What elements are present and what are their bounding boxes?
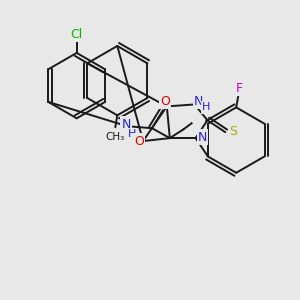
Text: N: N	[194, 95, 203, 108]
Text: H: H	[202, 102, 211, 112]
Text: O: O	[134, 135, 144, 148]
Text: S: S	[229, 125, 237, 138]
Text: CH₃: CH₃	[106, 132, 125, 142]
Text: N: N	[122, 118, 131, 131]
Text: H: H	[128, 129, 136, 139]
Text: O: O	[160, 95, 170, 108]
Text: Cl: Cl	[70, 28, 83, 40]
Text: N: N	[198, 130, 207, 144]
Text: F: F	[236, 82, 243, 95]
